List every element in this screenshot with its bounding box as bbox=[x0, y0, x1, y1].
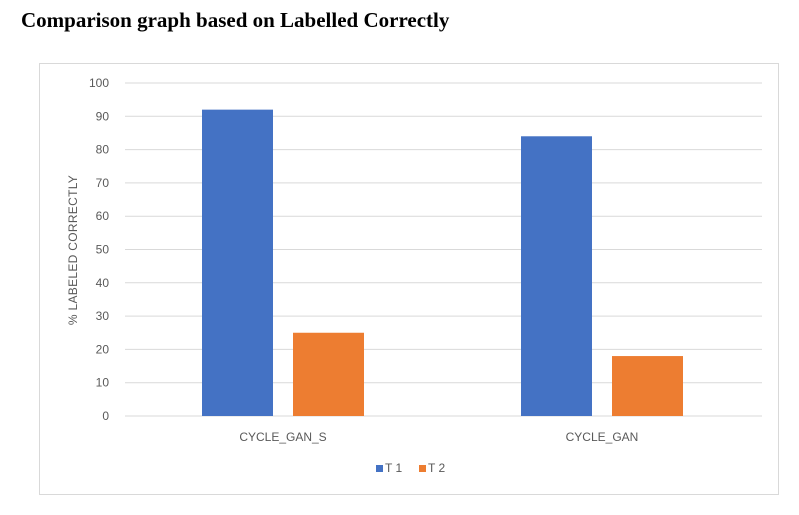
y-tick-label: 70 bbox=[96, 176, 110, 190]
y-tick-label: 0 bbox=[102, 409, 109, 423]
x-tick-label: CYCLE_GAN_S bbox=[239, 430, 326, 444]
y-tick-label: 60 bbox=[96, 209, 110, 223]
y-axis-title: % LABELED CORRECTLY bbox=[66, 175, 80, 325]
bar-cycle-gan-t1 bbox=[521, 136, 592, 416]
y-tick-label: 40 bbox=[96, 276, 110, 290]
y-tick-label: 30 bbox=[96, 309, 110, 323]
legend-label: T 2 bbox=[428, 461, 445, 475]
y-tick-label: 80 bbox=[96, 143, 110, 157]
x-axis-ticks: CYCLE_GAN_S CYCLE_GAN bbox=[239, 430, 638, 444]
page-title: Comparison graph based on Labelled Corre… bbox=[21, 8, 450, 32]
bar-cycle-gan-s-t2 bbox=[293, 332, 364, 416]
y-tick-label: 10 bbox=[96, 376, 110, 390]
y-tick-label: 90 bbox=[96, 109, 110, 123]
y-tick-label: 100 bbox=[89, 76, 109, 90]
chart-frame bbox=[39, 63, 779, 495]
y-tick-label: 50 bbox=[96, 243, 110, 257]
y-axis-ticks: 0 10 20 30 40 50 60 70 80 90 100 bbox=[89, 76, 109, 423]
legend-label: T 1 bbox=[385, 461, 402, 475]
legend-swatch bbox=[419, 465, 426, 472]
bars bbox=[202, 109, 683, 416]
bar-cycle-gan-s-t1 bbox=[202, 109, 273, 416]
legend-swatch bbox=[376, 465, 383, 472]
x-tick-label: CYCLE_GAN bbox=[566, 430, 639, 444]
bar-cycle-gan-t2 bbox=[612, 356, 683, 416]
legend: T 1 T 2 bbox=[376, 461, 445, 475]
y-tick-label: 20 bbox=[96, 342, 110, 356]
